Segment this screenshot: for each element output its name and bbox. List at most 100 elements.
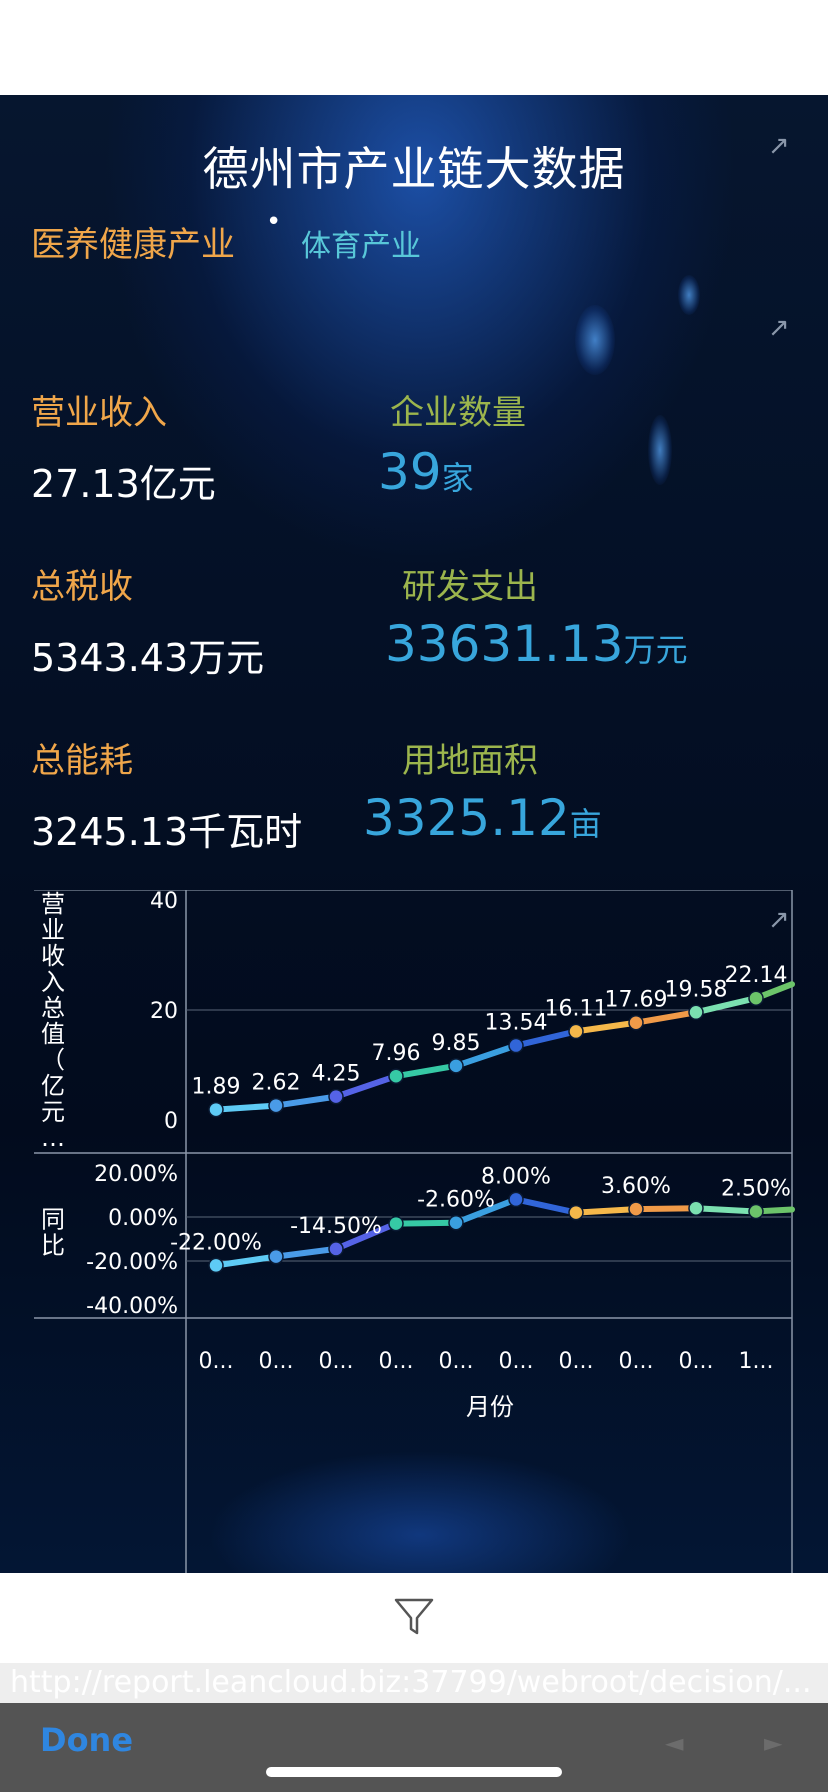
chart-expand-icon[interactable]: ↗ — [768, 905, 790, 935]
y-tick-label: -40.00% — [86, 1294, 178, 1319]
series-line-segment — [393, 1219, 459, 1227]
data-point[interactable] — [208, 1101, 224, 1118]
y-tick-label: 20 — [150, 999, 178, 1024]
x-tick-label: 1... — [739, 1349, 774, 1374]
y-tick-label: 20.00% — [94, 1162, 178, 1187]
series-line-segment — [633, 1009, 699, 1026]
x-tick-label: 0... — [439, 1349, 474, 1374]
data-point[interactable] — [688, 1200, 704, 1216]
chart-data-labels: 1.89 2.62 4.25 7.96 9.8513.5416.1117.6919.58… — [170, 963, 791, 1255]
revenue-label: 营业收入 — [31, 393, 167, 433]
data-label: 17.69 — [605, 988, 668, 1013]
x-tick-label: 0... — [199, 1349, 234, 1374]
data-point[interactable] — [568, 1023, 584, 1040]
data-point[interactable] — [448, 1214, 464, 1231]
data-label: 8.00% — [481, 1164, 551, 1189]
series-line-segment — [513, 1028, 579, 1049]
data-point[interactable] — [508, 1191, 524, 1208]
top-blank-area — [0, 0, 828, 95]
data-label: -14.50% — [290, 1214, 382, 1239]
tab-sports-industry[interactable]: 体育产业 — [301, 229, 421, 264]
data-label: 4.25 — [312, 1062, 361, 1087]
y-axis-label: （ — [41, 1046, 65, 1074]
data-label: 22.14 — [725, 963, 788, 988]
url-bar: http://report.leancloud.biz:37799/webroo… — [0, 1663, 828, 1703]
y-axis-label: 值 — [41, 1020, 65, 1048]
series-line-segment — [693, 995, 759, 1016]
data-point[interactable] — [208, 1257, 224, 1274]
y-axis-label: 同 — [41, 1206, 65, 1234]
data-point[interactable] — [748, 990, 764, 1006]
chart-series-points — [208, 990, 764, 1274]
x-tick-label: 0... — [259, 1349, 294, 1374]
companies-number: 39 — [378, 443, 442, 501]
series-line-segment — [333, 1073, 399, 1100]
series-line-segment — [393, 1062, 459, 1080]
expand-icon[interactable]: ↗ — [768, 313, 790, 343]
revenue-value: 27.13亿元 — [31, 462, 216, 506]
x-tick-label: 0... — [499, 1349, 534, 1374]
y-axis-label: 入 — [41, 968, 65, 996]
series-line-segment — [333, 1220, 399, 1252]
data-label: 2.62 — [252, 1071, 301, 1096]
data-point[interactable] — [448, 1058, 464, 1074]
data-label: -2.60% — [417, 1188, 495, 1213]
series-line-segment — [453, 1196, 519, 1226]
x-axis-label: 月份 — [466, 1393, 514, 1421]
data-point[interactable] — [628, 1014, 644, 1031]
y-tick-label: 0 — [164, 1109, 178, 1134]
data-point[interactable] — [688, 1004, 704, 1021]
done-button[interactable]: Done — [40, 1721, 134, 1759]
series-line-segment — [513, 1196, 579, 1216]
expand-icon[interactable]: ↗ — [768, 131, 790, 161]
y-tick-label: 40 — [150, 890, 178, 914]
tab-medical-health-industry[interactable]: 医养健康产业 — [31, 225, 235, 265]
x-tick-label: 0... — [319, 1349, 354, 1374]
data-point[interactable] — [328, 1088, 344, 1105]
energy-value: 3245.13千瓦时 — [31, 810, 303, 854]
tax-value: 5343.43万元 — [31, 636, 265, 680]
series-line-segment — [633, 1205, 699, 1213]
series-line-segment — [213, 1253, 279, 1269]
y-axis-label: 比 — [41, 1232, 65, 1260]
land-area-number: 3325.12 — [363, 789, 570, 847]
data-label: 7.96 — [372, 1041, 421, 1066]
data-label: 19.58 — [665, 977, 728, 1002]
background-glow — [648, 415, 672, 485]
data-point[interactable] — [388, 1068, 404, 1084]
home-indicator — [266, 1767, 562, 1777]
data-label: 3.60% — [601, 1174, 671, 1199]
x-tick-label: 0... — [559, 1349, 594, 1374]
data-point[interactable] — [628, 1201, 644, 1217]
y-axis-label: 亿 — [41, 1072, 65, 1100]
series-line-segment — [453, 1042, 519, 1069]
series-line-segment — [273, 1245, 339, 1260]
data-point[interactable] — [268, 1248, 284, 1265]
y-axis-label: … — [41, 1124, 65, 1152]
land-area-label: 用地面积 — [402, 741, 538, 781]
y-axis-label: 收 — [41, 942, 65, 970]
rd-expense-number: 33631.13 — [385, 615, 624, 673]
forward-arrow-icon[interactable]: ► — [764, 1729, 783, 1757]
data-point[interactable] — [748, 1203, 764, 1220]
series-line-segment — [273, 1093, 339, 1109]
filter-icon[interactable] — [393, 1596, 435, 1638]
data-point[interactable] — [388, 1215, 404, 1232]
data-point[interactable] — [568, 1204, 584, 1221]
data-point[interactable] — [328, 1241, 344, 1257]
back-arrow-icon[interactable]: ◄ — [665, 1729, 684, 1757]
x-tick-label: 0... — [619, 1349, 654, 1374]
filter-bar — [0, 1573, 828, 1663]
companies-unit: 家 — [441, 459, 474, 497]
y-axis-label: 业 — [41, 916, 65, 944]
data-point[interactable] — [508, 1037, 524, 1054]
y-tick-label: -20.00% — [86, 1250, 178, 1275]
rd-expense-value: 33631.13万元 — [385, 615, 688, 673]
data-point[interactable] — [268, 1097, 284, 1114]
land-area-unit: 亩 — [569, 805, 602, 843]
y-axis-label: 总 — [41, 994, 65, 1022]
companies-label: 企业数量 — [390, 393, 526, 433]
data-label: -22.00% — [170, 1230, 262, 1255]
